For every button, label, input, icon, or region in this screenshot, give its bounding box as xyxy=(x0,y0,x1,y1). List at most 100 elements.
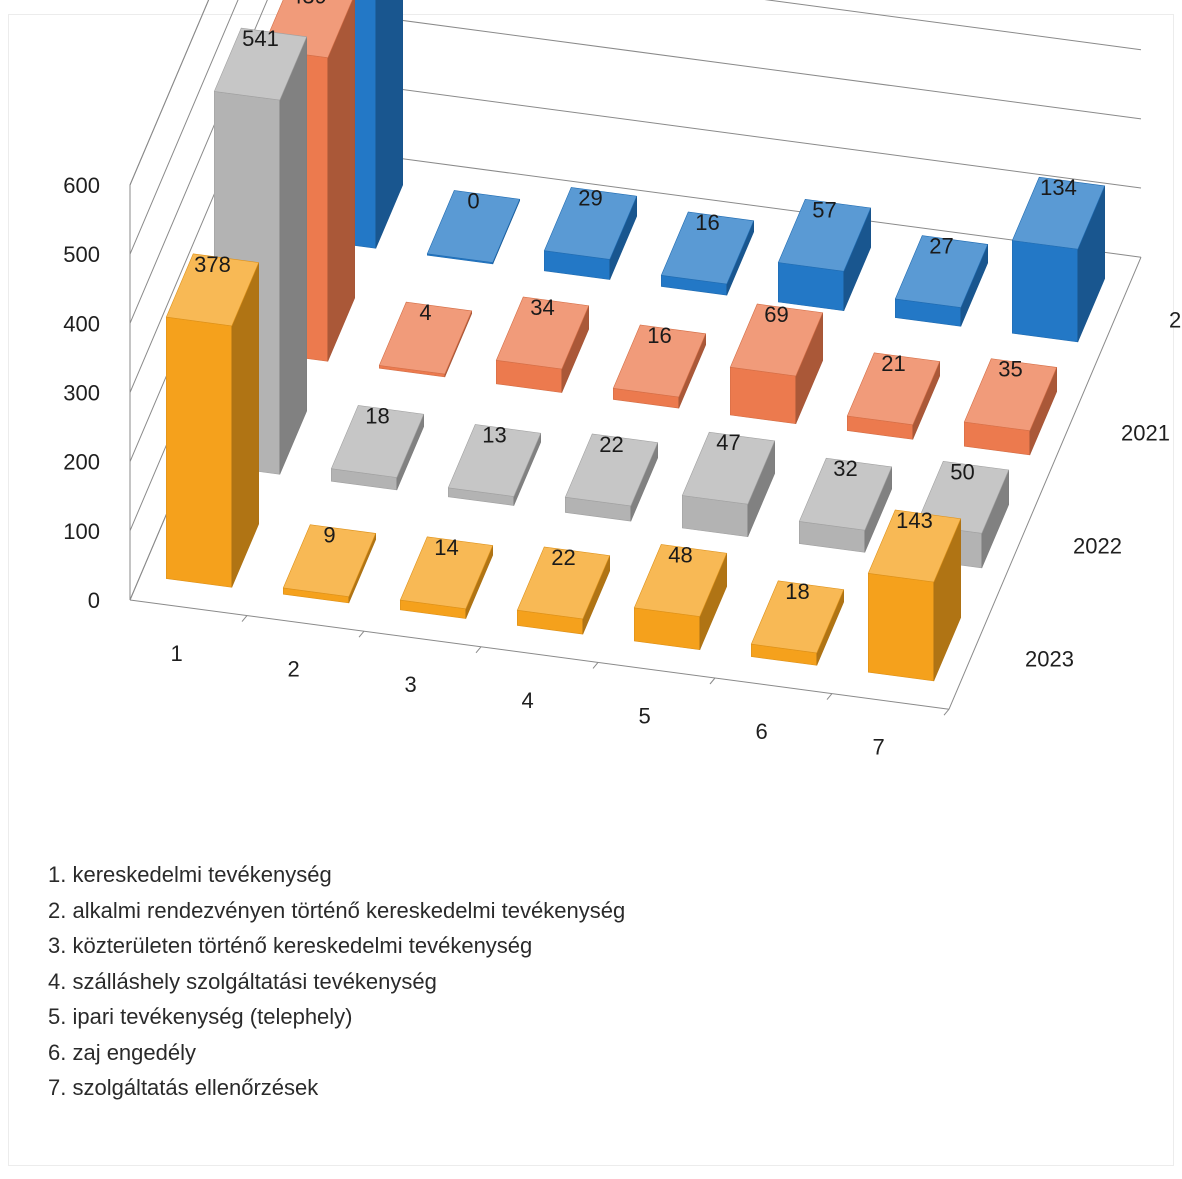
legend-item-4: 4. szálláshely szolgáltatási tevékenység xyxy=(48,968,437,994)
legend-item-7: 7. szolgáltatás ellenőrzések xyxy=(48,1075,319,1100)
bar-2021-cat-3 xyxy=(495,296,590,393)
bar-2023-cat-6 xyxy=(750,580,845,666)
data-label: 18 xyxy=(365,403,389,428)
series-tick-label: 2020 xyxy=(1169,308,1182,333)
bar-2021-cat-6 xyxy=(846,352,941,440)
data-label: 34 xyxy=(530,295,554,320)
bar-top-face xyxy=(963,358,1058,432)
x-tick-mark xyxy=(826,693,833,700)
bar-top-face xyxy=(681,431,776,505)
data-label: 22 xyxy=(551,545,575,570)
data-label: 50 xyxy=(950,459,974,484)
x-tick-mark xyxy=(709,677,716,685)
category-legend: 1. kereskedelmi tevékenység 2. alkalmi r… xyxy=(48,857,625,1106)
bar-top-face xyxy=(516,546,611,620)
bar-front-face xyxy=(729,366,797,425)
legend-item-6: 6. zaj engedély xyxy=(48,1039,196,1065)
x-tick-label: 7 xyxy=(873,735,885,760)
data-label: 21 xyxy=(881,351,905,376)
data-label: 541 xyxy=(242,26,279,51)
gridline xyxy=(129,0,1142,393)
bar-top-face xyxy=(213,27,308,101)
data-label: 18 xyxy=(785,579,809,604)
x-tick-label: 1 xyxy=(171,641,183,666)
data-label: 29 xyxy=(578,185,602,210)
bar-top-face xyxy=(426,190,521,263)
data-label: 57 xyxy=(812,197,836,222)
depth-axis-line xyxy=(948,257,1142,710)
bar-front-face xyxy=(867,572,935,682)
bar-2020-cat-3 xyxy=(543,187,638,280)
x-tick-mark xyxy=(241,615,248,622)
bar-top-face xyxy=(660,211,755,285)
bar-top-face xyxy=(399,536,494,610)
bar-top-face xyxy=(867,509,962,583)
data-label: 16 xyxy=(647,323,671,348)
gridline xyxy=(129,0,268,324)
y-tick-label: 200 xyxy=(63,450,100,475)
bar-top-face xyxy=(330,405,425,478)
bar-front-face xyxy=(1011,240,1079,343)
x-tick-mark xyxy=(943,708,950,716)
legend-item-3: 3. közterületen történő kereskedelmi tev… xyxy=(48,933,533,958)
bar-top-face xyxy=(165,253,260,327)
legend-item-1: 1. kereskedelmi tevékenység xyxy=(48,862,332,887)
y-tick-label: 0 xyxy=(88,588,100,613)
bar-top-face xyxy=(750,580,845,654)
y-tick-label: 600 xyxy=(63,173,100,198)
bar-2023-cat-2 xyxy=(282,524,377,604)
data-label: 13 xyxy=(482,423,506,448)
x-tick-mark xyxy=(592,662,599,669)
bar-side-face xyxy=(327,0,356,362)
bar-2023-cat-3 xyxy=(399,536,494,619)
data-label: 47 xyxy=(716,430,740,455)
x-tick-mark xyxy=(475,646,482,654)
bar-2021-cat-2 xyxy=(378,301,473,378)
data-label: 16 xyxy=(695,210,719,235)
data-label: 69 xyxy=(764,302,788,327)
bar-2023-cat-4 xyxy=(516,546,611,635)
series-tick-label: 2022 xyxy=(1073,534,1122,559)
chart-frame xyxy=(8,14,1174,1166)
bar-top-face xyxy=(543,187,638,260)
data-label: 14 xyxy=(434,535,458,560)
bar-top-face xyxy=(729,303,824,377)
bar-side-face xyxy=(279,36,308,475)
bar-2022-cat-3 xyxy=(447,424,542,506)
y-tick-label: 400 xyxy=(63,311,100,336)
y-tick-label: 500 xyxy=(63,242,100,267)
series-tick-label: 2021 xyxy=(1121,421,1170,446)
bar-top-face xyxy=(1011,176,1106,250)
bar-top-face xyxy=(798,457,893,531)
data-label: 22 xyxy=(599,432,623,457)
x-tick-label: 2 xyxy=(288,657,300,682)
bar-top-face xyxy=(378,301,473,375)
bar-top-face xyxy=(633,544,728,617)
data-label: 378 xyxy=(194,252,231,277)
bar-2022-cat-2 xyxy=(330,405,425,491)
bar-side-face xyxy=(375,0,404,249)
gridline xyxy=(129,0,239,255)
bar-2021-cat-7 xyxy=(963,358,1058,456)
bar-top-face xyxy=(495,296,590,370)
bar-2022-cat-6 xyxy=(798,457,893,553)
bar-top-face xyxy=(777,198,872,272)
data-label: 27 xyxy=(929,234,953,259)
data-label: 48 xyxy=(668,543,692,568)
bar-2022-cat-5 xyxy=(681,431,776,538)
bar-2020-cat-7 xyxy=(1011,176,1106,343)
x-tick-label: 3 xyxy=(405,672,417,697)
labels: 0100200300400500600123456720202021202220… xyxy=(63,0,1182,760)
data-label: 439 xyxy=(290,0,327,9)
bar-2023-cat-1 xyxy=(165,253,260,588)
bar-top-face xyxy=(282,524,377,598)
x-tick-label: 5 xyxy=(639,703,651,728)
bar-top-face xyxy=(894,235,989,308)
bar-2023-cat-5 xyxy=(633,544,728,651)
bar-top-face xyxy=(447,424,542,497)
data-label: 35 xyxy=(998,357,1022,382)
data-label: 4 xyxy=(419,300,431,325)
bar-front-face xyxy=(166,316,233,588)
x-tick-mark xyxy=(358,630,365,638)
bar-2020-cat-6 xyxy=(894,235,989,327)
